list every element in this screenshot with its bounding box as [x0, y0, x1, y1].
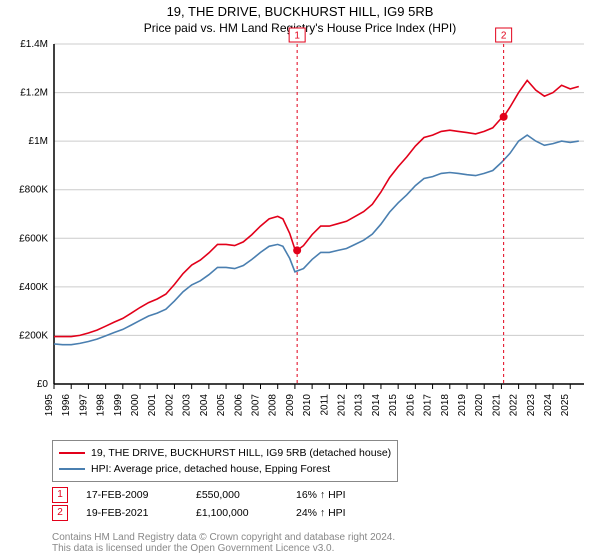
svg-text:2: 2 — [501, 31, 507, 42]
legend-label: 19, THE DRIVE, BUCKHURST HILL, IG9 5RB (… — [91, 445, 391, 461]
series-line — [54, 135, 579, 345]
sale-row: 2 19-FEB-2021 £1,100,000 24% ↑ HPI — [52, 504, 346, 522]
sales-table: 1 17-FEB-2009 £550,000 16% ↑ HPI 2 19-FEB-202… — [52, 486, 346, 522]
svg-text:£1.4M: £1.4M — [20, 39, 48, 50]
svg-text:1997: 1997 — [78, 394, 89, 417]
svg-text:2024: 2024 — [543, 394, 554, 417]
marker-dot — [500, 113, 508, 121]
svg-text:2006: 2006 — [233, 394, 244, 417]
sale-date: 19-FEB-2021 — [86, 504, 178, 522]
svg-text:1995: 1995 — [44, 394, 55, 417]
sale-date: 17-FEB-2009 — [86, 486, 178, 504]
svg-text:2010: 2010 — [302, 394, 313, 417]
svg-text:2014: 2014 — [371, 394, 382, 417]
svg-text:2012: 2012 — [337, 394, 348, 417]
attribution-line1: Contains HM Land Registry data © Crown c… — [52, 532, 395, 543]
svg-text:2023: 2023 — [526, 394, 537, 417]
svg-text:1996: 1996 — [61, 394, 72, 417]
svg-text:2022: 2022 — [509, 394, 520, 417]
legend-item: HPI: Average price, detached house, Eppi… — [59, 461, 391, 477]
svg-text:2002: 2002 — [164, 394, 175, 417]
svg-text:2000: 2000 — [130, 394, 141, 417]
legend-item: 19, THE DRIVE, BUCKHURST HILL, IG9 5RB (… — [59, 445, 391, 461]
svg-text:2007: 2007 — [250, 394, 261, 417]
svg-text:£200K: £200K — [19, 330, 48, 341]
svg-text:2016: 2016 — [405, 394, 416, 417]
svg-text:2020: 2020 — [474, 394, 485, 417]
svg-text:2001: 2001 — [147, 394, 158, 417]
legend: 19, THE DRIVE, BUCKHURST HILL, IG9 5RB (… — [52, 440, 398, 482]
sale-row: 1 17-FEB-2009 £550,000 16% ↑ HPI — [52, 486, 346, 504]
svg-text:£0: £0 — [37, 379, 49, 390]
svg-text:1999: 1999 — [113, 394, 124, 417]
svg-text:2008: 2008 — [268, 394, 279, 417]
sale-pct: 24% ↑ HPI — [296, 504, 346, 522]
sale-badge: 1 — [52, 487, 68, 503]
svg-text:£600K: £600K — [19, 233, 48, 244]
svg-text:2003: 2003 — [182, 394, 193, 417]
svg-text:£800K: £800K — [19, 185, 48, 196]
svg-text:2025: 2025 — [560, 394, 571, 417]
attribution: Contains HM Land Registry data © Crown c… — [52, 532, 395, 554]
svg-text:2017: 2017 — [423, 394, 434, 417]
svg-text:2013: 2013 — [354, 394, 365, 417]
svg-text:1: 1 — [294, 31, 300, 42]
svg-text:2009: 2009 — [285, 394, 296, 417]
svg-text:2011: 2011 — [319, 394, 330, 416]
legend-label: HPI: Average price, detached house, Eppi… — [91, 461, 330, 477]
svg-text:£1.2M: £1.2M — [20, 88, 48, 99]
svg-text:2021: 2021 — [491, 394, 502, 417]
svg-text:2005: 2005 — [216, 394, 227, 417]
legend-swatch — [59, 468, 85, 470]
svg-text:£400K: £400K — [19, 282, 48, 293]
price-chart: £0 £200K £400K £600K £800K £1M £1.2M £1.4M 1995 1… — [0, 0, 600, 440]
sale-price: £1,100,000 — [196, 504, 278, 522]
legend-swatch — [59, 452, 85, 454]
svg-text:2004: 2004 — [199, 394, 210, 417]
svg-text:2019: 2019 — [457, 394, 468, 417]
sale-pct: 16% ↑ HPI — [296, 486, 346, 504]
svg-text:1998: 1998 — [96, 394, 107, 417]
marker-dot — [293, 246, 301, 254]
svg-text:2018: 2018 — [440, 394, 451, 417]
sale-badge: 2 — [52, 505, 68, 521]
svg-text:£1M: £1M — [29, 136, 48, 147]
attribution-line2: This data is licensed under the Open Gov… — [52, 543, 395, 554]
series-line — [54, 80, 579, 336]
sale-price: £550,000 — [196, 486, 278, 504]
svg-text:2015: 2015 — [388, 394, 399, 417]
